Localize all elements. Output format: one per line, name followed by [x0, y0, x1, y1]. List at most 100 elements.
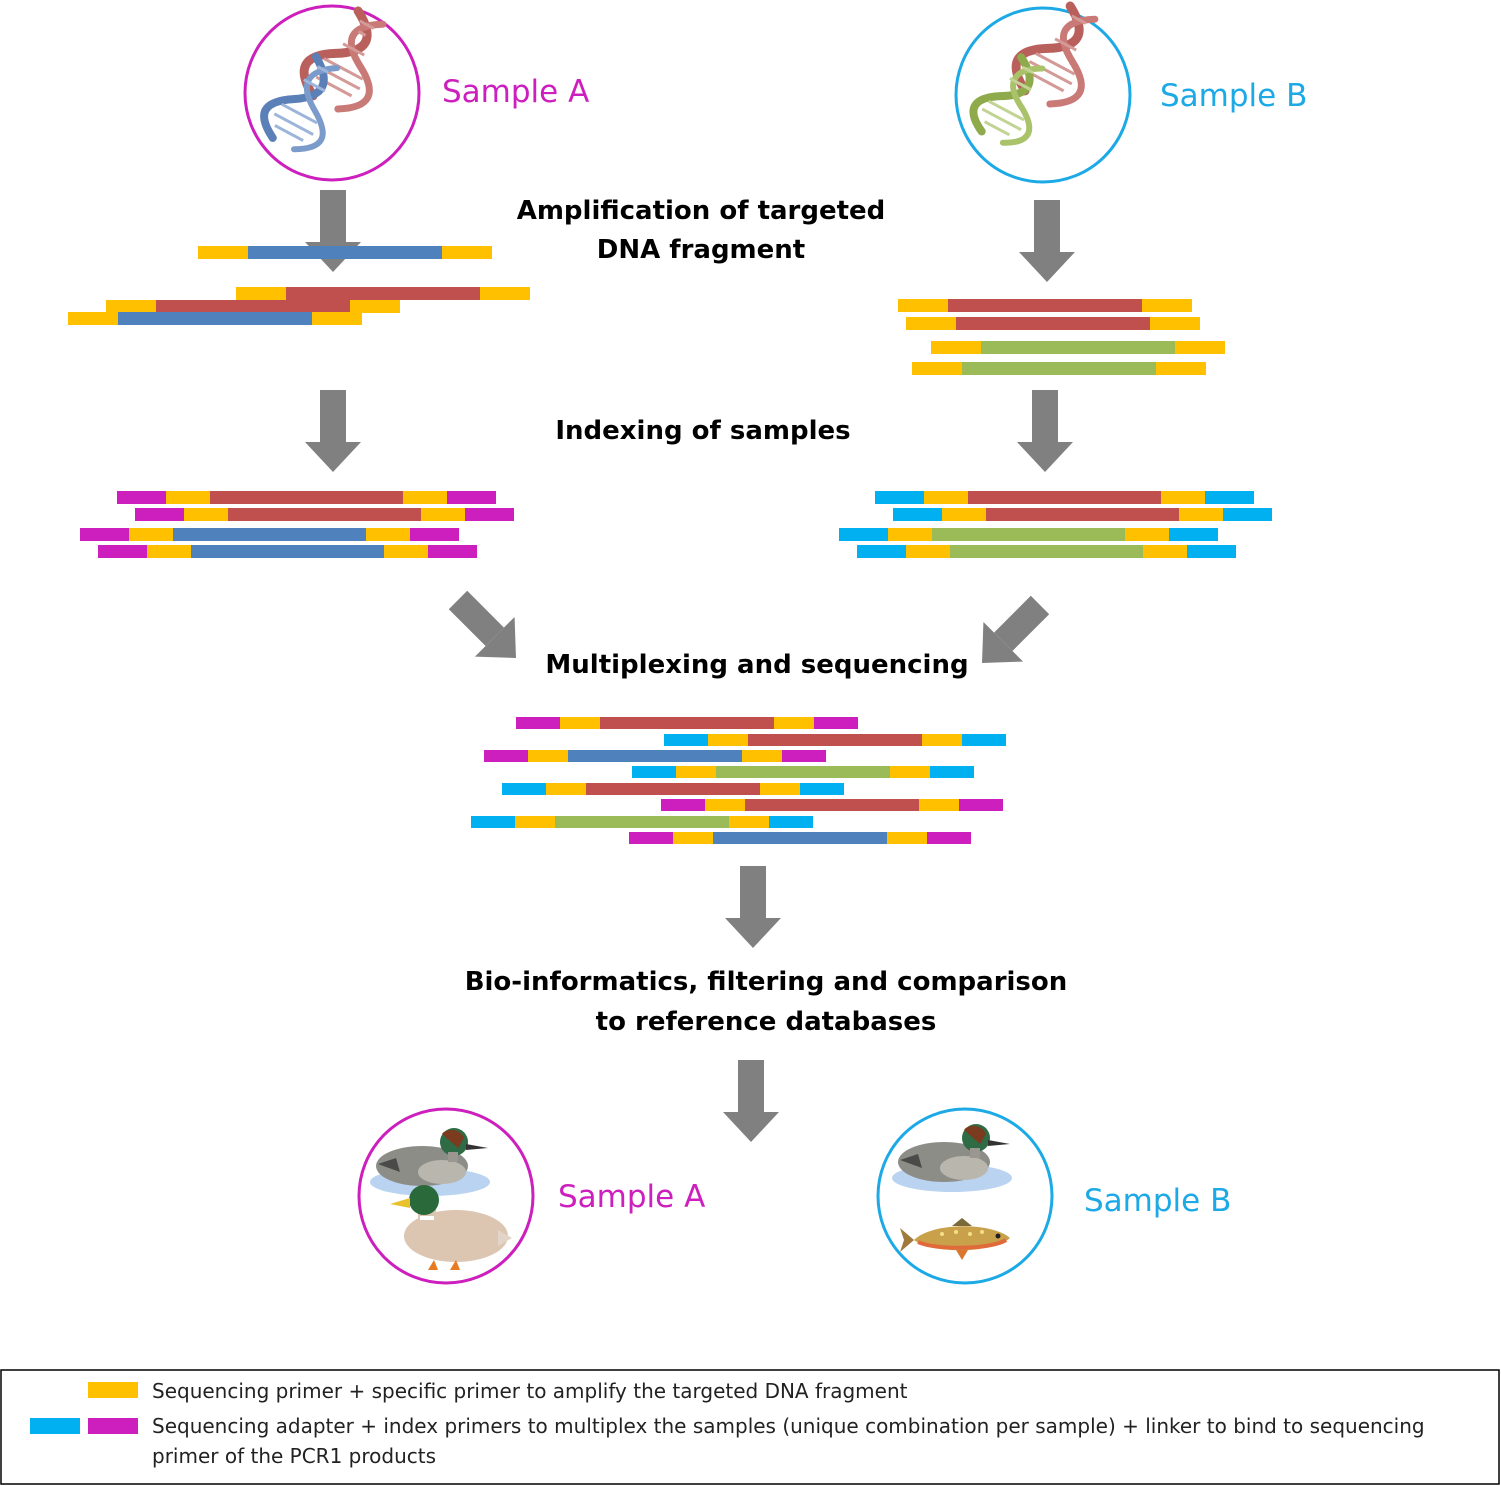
- fragment-segment-adapter-magenta: [629, 832, 673, 844]
- legend-adapter-text-line1: Sequencing adapter + index primers to mu…: [152, 1414, 1425, 1438]
- sample-b-circle: [954, 6, 1132, 184]
- fragment-segment-primer: [421, 508, 465, 521]
- dna-fragment: [857, 545, 1236, 558]
- fragment-segment-adapter-blue: [664, 734, 708, 746]
- fragment-segment-dna-green: [932, 528, 1125, 541]
- fragment-segment-primer: [912, 362, 962, 375]
- arrow-down-icon: [305, 390, 361, 472]
- fragment-segment-dna-red: [600, 717, 774, 729]
- dna-fragment: [893, 508, 1272, 521]
- dna-fragment: [135, 508, 514, 521]
- fragment-segment-primer: [129, 528, 173, 541]
- fragment-segment-primer: [1125, 528, 1169, 541]
- fragment-segment-primer: [1156, 362, 1206, 375]
- dna-fragment: [471, 816, 813, 828]
- fragment-segment-primer: [922, 734, 962, 746]
- fragment-segment-dna-blue: [568, 750, 742, 762]
- fragment-segment-adapter-blue: [1205, 491, 1254, 504]
- fragment-segment-dna-red: [968, 491, 1161, 504]
- indexing-label: Indexing of samples: [555, 416, 850, 446]
- dna-fragment: [484, 750, 826, 762]
- fragment-segment-primer: [1161, 491, 1205, 504]
- fragment-segment-dna-blue: [713, 832, 887, 844]
- fragment-segment-primer: [198, 246, 248, 259]
- fragment-segment-dna-red: [956, 317, 1150, 330]
- dna-green-helix-icon: [969, 53, 1046, 146]
- fragment-segment-primer: [931, 341, 981, 354]
- fragment-segment-dna-blue: [118, 312, 312, 325]
- fragment-segment-primer: [560, 717, 600, 729]
- dna-fragment: [906, 317, 1200, 330]
- fragment-segment-primer: [774, 717, 814, 729]
- fragment-segment-primer: [742, 750, 782, 762]
- fragment-segment-primer: [515, 816, 555, 828]
- arrow-diagonal-right-icon: [448, 590, 516, 658]
- fragment-segment-dna-blue: [248, 246, 442, 259]
- fragment-segment-dna-red: [228, 508, 421, 521]
- fragment-segment-dna-red: [286, 287, 480, 300]
- fragment-segment-primer: [147, 545, 191, 558]
- sample-a-top-label: Sample A: [442, 74, 589, 110]
- bioinformatics-label-line1: Bio-informatics, filtering and compariso…: [465, 967, 1068, 997]
- fragment-segment-primer: [68, 312, 118, 325]
- fragment-segment-primer: [528, 750, 568, 762]
- dna-fragment: [80, 528, 459, 541]
- sample-b-bottom-label: Sample B: [1084, 1183, 1231, 1219]
- fragment-segment-adapter-blue: [875, 491, 924, 504]
- fragment-segment-adapter-blue: [962, 734, 1006, 746]
- fragment-segment-adapter-magenta: [117, 491, 166, 504]
- fragment-segment-dna-red: [745, 799, 919, 811]
- fragment-segment-primer: [166, 491, 210, 504]
- dna-fragment: [839, 528, 1218, 541]
- fragment-segment-primer: [106, 300, 156, 313]
- fragment-segment-adapter-magenta: [98, 545, 147, 558]
- fragment-segment-adapter-blue: [930, 766, 974, 778]
- fragment-segment-adapter-magenta: [661, 799, 705, 811]
- arrow-down-icon: [725, 866, 781, 948]
- dna-fragment: [98, 545, 477, 558]
- legend-adapter-magenta-swatch: [88, 1418, 138, 1434]
- legend-primer-swatch: [88, 1382, 138, 1398]
- sample-b-dna-node: [954, 1, 1132, 184]
- fragment-segment-dna-blue: [173, 528, 366, 541]
- fragment-segment-primer: [1175, 341, 1225, 354]
- teal-duck-icon: [370, 1128, 490, 1196]
- fragment-segment-primer: [384, 545, 428, 558]
- fragment-segment-primer: [760, 783, 800, 795]
- fragment-segment-dna-green: [981, 341, 1175, 354]
- fragment-segment-primer: [1179, 508, 1223, 521]
- dna-blue-helix-icon: [260, 52, 341, 153]
- indexed-fragments-sample-b: [839, 491, 1272, 558]
- fragment-segment-primer: [942, 508, 986, 521]
- fragment-segment-primer: [350, 300, 400, 313]
- fragment-segment-adapter-blue: [769, 816, 813, 828]
- sample-a-species-node: [357, 1107, 535, 1285]
- trout-fish-icon: [900, 1218, 1010, 1260]
- fragment-segment-primer: [919, 799, 959, 811]
- fragment-segment-primer: [729, 816, 769, 828]
- mallard-duck-icon: [390, 1185, 512, 1270]
- fragment-segment-dna-red: [748, 734, 922, 746]
- fragment-segment-dna-green: [962, 362, 1156, 375]
- arrow-down-icon: [1019, 200, 1075, 282]
- fragment-segment-primer: [1142, 299, 1192, 312]
- fragment-segment-primer: [1150, 317, 1200, 330]
- fragment-segment-adapter-blue: [1223, 508, 1272, 521]
- fragment-segment-primer: [906, 545, 950, 558]
- sample-a-bottom-label: Sample A: [558, 1179, 705, 1215]
- multiplexed-fragments: [471, 717, 1006, 844]
- fragment-segment-adapter-magenta: [484, 750, 528, 762]
- dna-fragment: [931, 341, 1225, 354]
- sample-b-top-label: Sample B: [1160, 78, 1307, 114]
- fragment-segment-adapter-blue: [471, 816, 515, 828]
- arrow-down-icon: [1017, 390, 1073, 472]
- fragment-segment-dna-red: [156, 300, 350, 313]
- fragment-segment-primer: [708, 734, 748, 746]
- fragment-segment-primer: [924, 491, 968, 504]
- dna-fragment: [632, 766, 974, 778]
- multiplexing-label: Multiplexing and sequencing: [545, 650, 968, 680]
- fragment-segment-adapter-magenta: [516, 717, 560, 729]
- dna-fragment: [875, 491, 1254, 504]
- legend-frame: [0, 1369, 1500, 1485]
- sample-a-circle: [243, 4, 421, 182]
